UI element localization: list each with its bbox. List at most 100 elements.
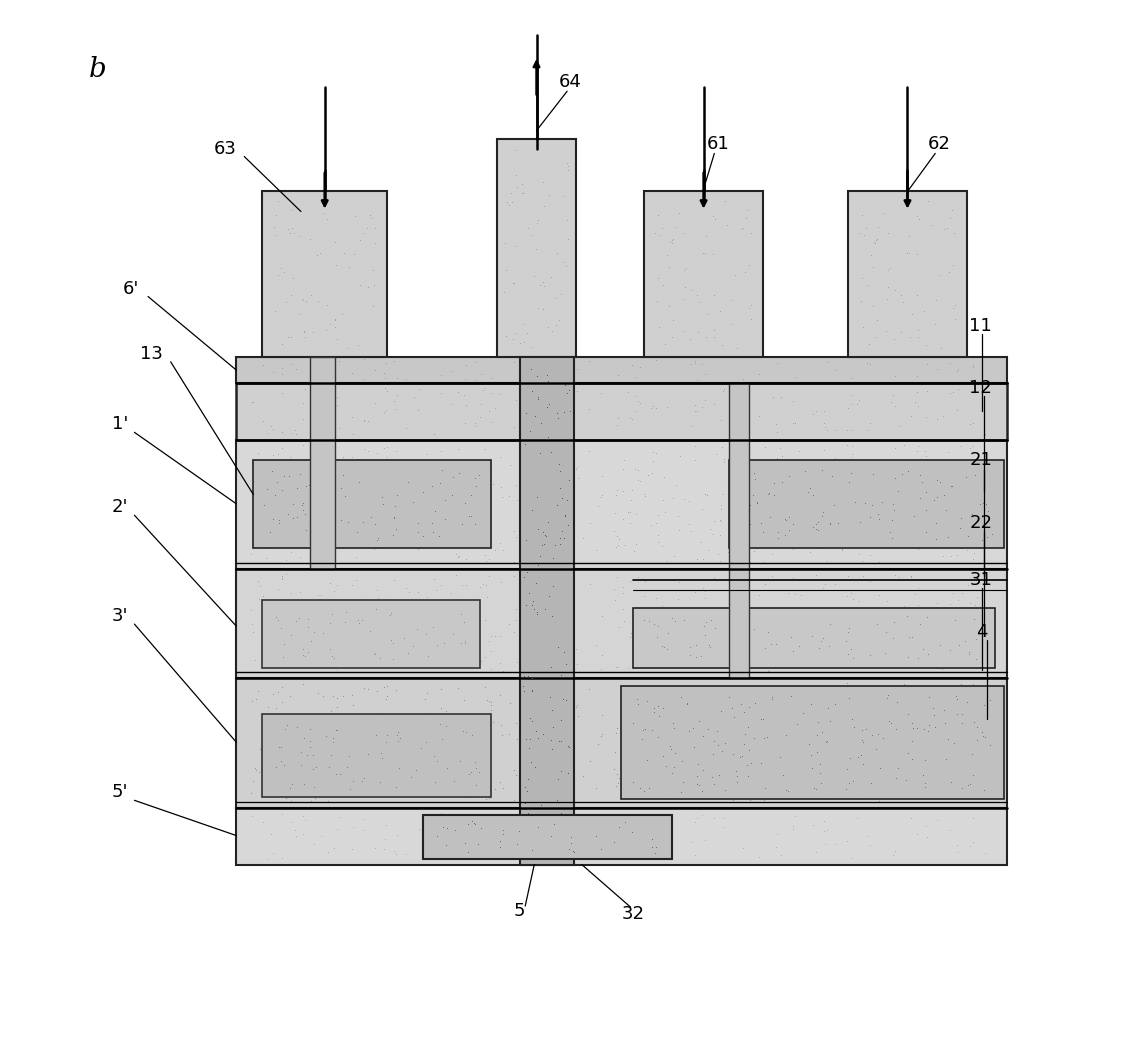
Point — [904, 720, 922, 737]
Point — [833, 734, 851, 750]
Point — [917, 690, 936, 706]
Point — [365, 234, 383, 251]
Point — [847, 493, 865, 510]
Point — [755, 780, 774, 796]
Point — [887, 652, 905, 669]
Point — [887, 368, 905, 385]
Point — [574, 768, 592, 785]
Point — [375, 590, 394, 607]
Point — [242, 547, 260, 563]
Point — [658, 399, 677, 416]
Point — [711, 527, 729, 543]
Point — [288, 724, 306, 741]
Point — [284, 495, 302, 512]
Point — [804, 518, 823, 535]
Point — [369, 582, 387, 599]
Point — [547, 317, 565, 333]
Point — [840, 400, 858, 417]
Point — [437, 629, 455, 646]
Point — [608, 417, 626, 434]
Point — [721, 644, 739, 660]
Point — [405, 738, 423, 754]
Point — [826, 836, 844, 853]
Point — [369, 749, 387, 766]
Point — [742, 225, 760, 241]
Point — [366, 362, 385, 378]
Point — [682, 282, 701, 299]
Point — [482, 385, 500, 401]
Point — [631, 811, 649, 828]
Point — [981, 737, 1000, 753]
Point — [305, 779, 323, 795]
Point — [631, 781, 649, 797]
Point — [282, 202, 300, 218]
Point — [842, 719, 860, 736]
Point — [764, 474, 783, 491]
Text: 64: 64 — [559, 73, 582, 91]
Point — [768, 628, 786, 645]
Point — [815, 579, 833, 596]
Point — [647, 839, 665, 856]
Point — [906, 736, 924, 752]
Point — [378, 677, 396, 694]
Point — [816, 464, 834, 481]
Point — [901, 567, 920, 584]
Point — [325, 726, 343, 743]
Point — [948, 705, 966, 722]
Point — [860, 785, 879, 802]
Point — [745, 729, 763, 746]
Point — [843, 513, 861, 530]
Point — [342, 687, 361, 703]
Point — [456, 789, 475, 806]
Point — [693, 782, 711, 798]
Text: 5: 5 — [513, 903, 525, 921]
Point — [252, 506, 270, 522]
Point — [637, 720, 655, 737]
Point — [638, 692, 656, 709]
Point — [431, 716, 450, 733]
Point — [406, 746, 424, 763]
Point — [450, 548, 468, 564]
Text: 62: 62 — [928, 135, 950, 154]
Point — [416, 605, 435, 622]
Point — [665, 720, 683, 737]
Point — [961, 632, 979, 649]
Point — [346, 208, 364, 225]
Point — [977, 449, 995, 466]
Point — [884, 387, 903, 403]
Point — [938, 682, 956, 699]
Point — [928, 595, 946, 611]
Point — [760, 509, 778, 526]
Point — [791, 681, 809, 698]
Point — [453, 576, 471, 593]
Point — [760, 774, 778, 791]
Point — [822, 616, 840, 632]
Point — [767, 619, 785, 635]
Point — [656, 335, 674, 352]
Point — [456, 576, 475, 593]
Point — [688, 624, 706, 641]
Point — [477, 719, 495, 736]
Point — [907, 208, 925, 225]
Point — [876, 614, 895, 631]
Point — [299, 644, 317, 660]
Point — [290, 227, 308, 243]
Point — [799, 484, 817, 501]
Point — [803, 760, 822, 776]
Point — [647, 682, 665, 699]
Point — [341, 651, 359, 668]
Point — [452, 634, 470, 651]
Point — [301, 231, 319, 248]
Point — [763, 459, 782, 475]
Point — [558, 385, 576, 401]
Point — [871, 760, 889, 776]
Point — [786, 585, 804, 602]
Point — [843, 598, 861, 614]
Point — [327, 690, 346, 706]
Point — [391, 730, 410, 747]
Point — [917, 409, 936, 425]
Point — [377, 354, 395, 371]
Point — [763, 466, 782, 483]
Bar — [236, 570, 1006, 678]
Point — [963, 654, 981, 671]
